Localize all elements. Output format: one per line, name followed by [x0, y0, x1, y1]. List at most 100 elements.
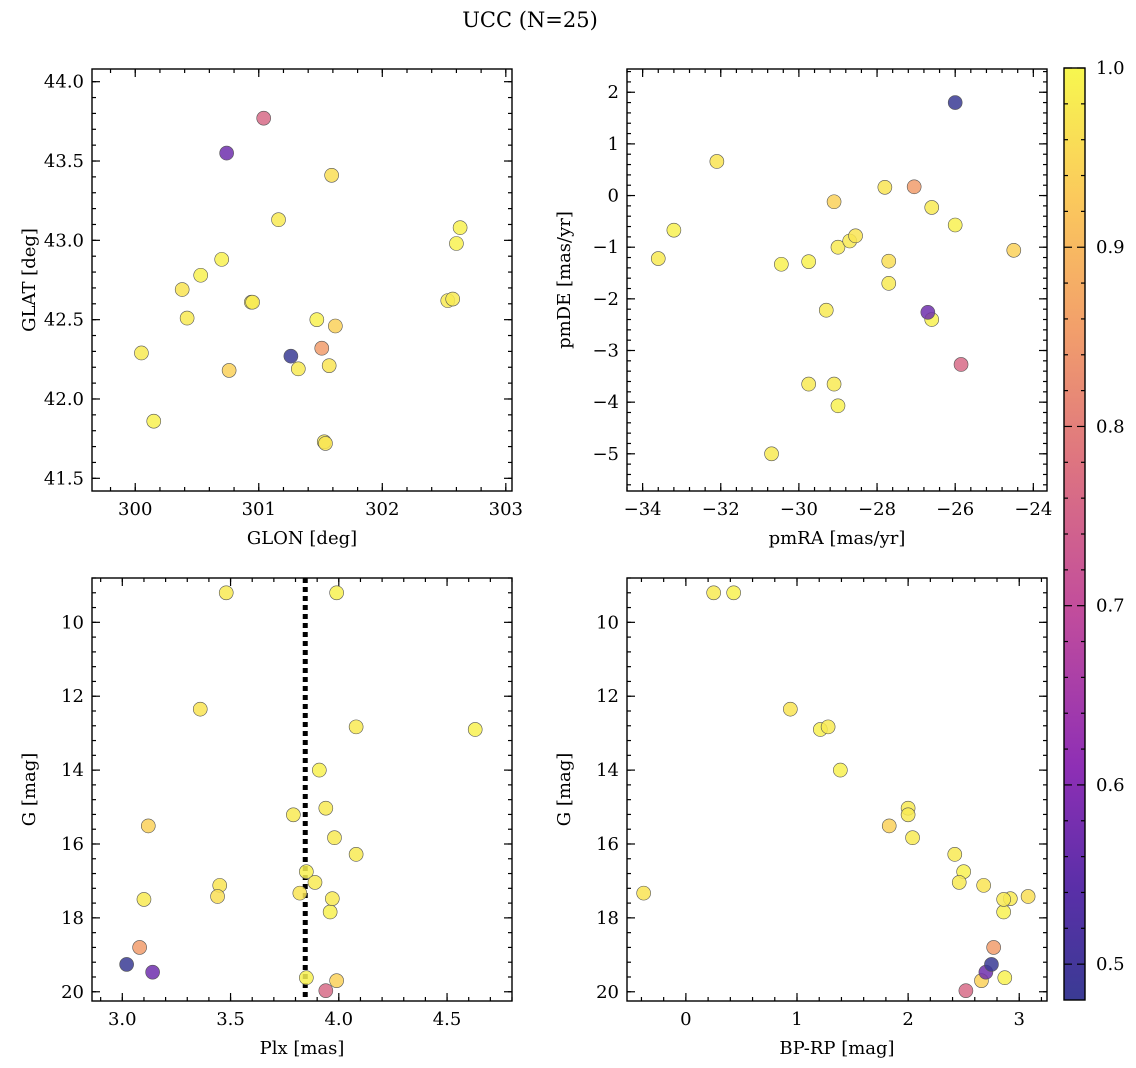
plot-frame: [91, 577, 513, 1002]
data-point: [140, 818, 156, 834]
data-point: [452, 220, 468, 235]
y-tick-label: 44.0: [44, 72, 84, 93]
x-tick-label: 2: [902, 1009, 913, 1030]
data-point: [179, 310, 195, 326]
y-tick-label: 14: [61, 760, 84, 781]
scatter-panel-3: 3.0 3.5 4.0 4.5 10 12 14 16 18 20 Plx [mas] G [mag]: [19, 577, 513, 1059]
data-point: [445, 291, 461, 307]
data-point: [146, 413, 162, 429]
colorbar: 0.5 0.6 0.7 0.8 0.9 1.0: [1063, 58, 1125, 1001]
data-point: [324, 167, 339, 183]
data-point: [706, 585, 721, 601]
x-tick-label: −28: [858, 499, 896, 520]
data-point: [192, 701, 208, 717]
data-point: [314, 340, 330, 356]
data-point: [820, 719, 836, 735]
x-tick-label: 302: [365, 499, 399, 520]
data-point: [924, 200, 940, 215]
data-point: [283, 348, 299, 364]
y-tick-label: 12: [61, 686, 84, 707]
data-point: [221, 363, 237, 378]
data-point: [193, 267, 209, 283]
data-point: [726, 585, 741, 601]
y-tick-label: 42.0: [44, 389, 84, 410]
x-tick-label: 4.5: [433, 1009, 462, 1030]
y-tick-label: 14: [596, 760, 619, 781]
data-point: [881, 253, 897, 269]
data-point: [449, 236, 464, 251]
data-point: [328, 318, 343, 334]
plot-frame: [91, 68, 513, 492]
data-point: [947, 95, 963, 110]
data-point: [826, 376, 842, 392]
data-point: [467, 722, 483, 737]
y-tick-label: −1: [592, 237, 619, 258]
colorbar-tick-label: 0.7: [1096, 596, 1125, 617]
data-point: [900, 807, 916, 823]
data-point: [132, 940, 147, 955]
data-point: [321, 358, 337, 373]
x-tick-label: 3.5: [216, 1009, 245, 1030]
y-tick-label: −3: [592, 341, 619, 362]
scatter-panel-2: −34 −32 −30 −28 −26 −24 −5 −4 −3 −2 −1 0 1 2 pmRA [mas…: [554, 68, 1052, 549]
data-point: [271, 212, 286, 228]
y-tick-label: −4: [592, 392, 619, 413]
data-point: [951, 875, 967, 890]
data-point: [636, 885, 651, 901]
data-point: [318, 800, 334, 816]
data-point: [666, 222, 682, 238]
y-tick-label: 0: [608, 186, 619, 207]
data-point: [309, 312, 325, 327]
y-tick-label: 18: [61, 908, 84, 929]
data-point: [286, 807, 301, 823]
y-tick-label: 20: [596, 982, 619, 1003]
data-point: [219, 145, 234, 161]
plot-frame: [626, 68, 1048, 492]
data-point: [136, 892, 152, 907]
y-tick-label: 41.5: [44, 468, 84, 489]
data-point: [292, 885, 308, 901]
x-axis-label: pmRA [mas/yr]: [769, 528, 906, 549]
data-point: [299, 970, 314, 986]
y-tick-label: 43.5: [44, 151, 84, 172]
data-point: [877, 179, 893, 195]
x-tick-label: −34: [624, 499, 662, 520]
y-axis-label: GLAT [deg]: [19, 228, 40, 332]
x-axis-label: GLON [deg]: [247, 528, 357, 549]
data-point: [783, 701, 798, 717]
data-point: [329, 973, 344, 988]
x-tick-label: 303: [489, 499, 523, 520]
data-point: [145, 964, 160, 980]
colorbar-tick-label: 1.0: [1096, 58, 1125, 79]
y-tick-label: 10: [596, 612, 619, 633]
data-point: [986, 940, 1001, 955]
y-tick-label: 43.0: [44, 230, 84, 251]
data-point: [976, 878, 991, 893]
x-tick-label: −32: [702, 499, 740, 520]
y-tick-label: 18: [596, 908, 619, 929]
data-point: [299, 864, 314, 879]
scatter-panel-1: 300 301 302 303 41.5 42.0 42.5 43.0 43.5 44.0 GLON…: [19, 68, 523, 549]
data-point: [996, 904, 1011, 920]
y-tick-label: −5: [592, 444, 619, 465]
figure-title: UCC (N=25): [462, 8, 598, 32]
y-tick-label: 20: [61, 982, 84, 1003]
x-tick-label: 3: [1013, 1009, 1024, 1030]
colorbar-tick-label: 0.8: [1096, 416, 1125, 437]
y-axis-label: G [mag]: [19, 753, 40, 826]
data-point: [984, 957, 999, 972]
data-point: [830, 239, 846, 255]
data-point: [920, 304, 936, 320]
data-point: [947, 847, 963, 862]
data-point: [774, 256, 789, 272]
data-point: [881, 818, 897, 834]
y-tick-label: 16: [61, 834, 84, 855]
x-tick-label: −26: [936, 499, 974, 520]
data-point: [650, 251, 666, 266]
colorbar-tick-label: 0.5: [1096, 954, 1125, 975]
data-point: [1020, 889, 1036, 904]
data-point: [947, 217, 963, 233]
x-tick-label: 3.0: [108, 1009, 137, 1030]
y-axis-label: G [mag]: [554, 753, 575, 826]
